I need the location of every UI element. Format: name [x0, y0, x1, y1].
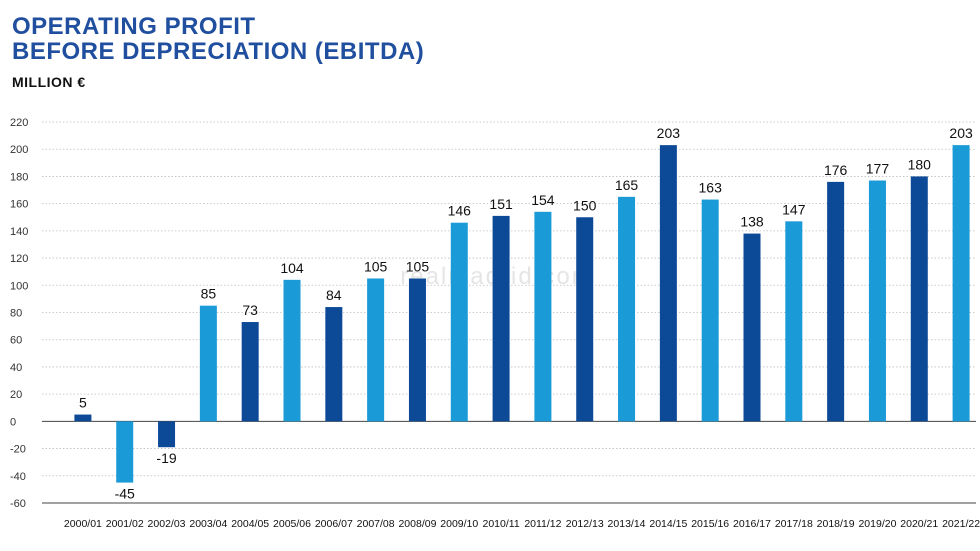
y-tick-label: 100 — [10, 280, 28, 292]
y-tick-label: 140 — [10, 226, 28, 238]
bar-value-label: 5 — [79, 395, 87, 411]
y-tick-label: 40 — [10, 362, 22, 374]
bar-value-label: 138 — [740, 214, 764, 230]
x-tick-label: 2017/18 — [775, 518, 813, 530]
bar-2012-13 — [576, 217, 594, 422]
bar-value-label: 105 — [364, 258, 388, 274]
bar-2010-11 — [492, 215, 510, 422]
bar-value-label: 151 — [489, 196, 513, 212]
bar-2001-02 — [116, 421, 134, 483]
bar-2020-21 — [910, 176, 928, 422]
bar-2003-04 — [199, 305, 217, 422]
bar-2017-18 — [785, 221, 803, 422]
x-tick-label: 2014/15 — [649, 518, 687, 530]
x-tick-label: 2001/02 — [106, 518, 144, 530]
bar-2009-10 — [450, 222, 468, 422]
bar-value-label: 165 — [615, 177, 639, 193]
x-tick-label: 2013/14 — [608, 518, 646, 530]
bar-value-label: 176 — [824, 162, 848, 178]
y-tick-label: -60 — [10, 498, 26, 510]
y-tick-label: 0 — [10, 416, 16, 428]
x-tick-label: 2000/01 — [64, 518, 102, 530]
bar-2006-07 — [325, 307, 343, 422]
x-tick-label: 2005/06 — [273, 518, 311, 530]
y-tick-label: 200 — [10, 144, 28, 156]
y-tick-label: 220 — [10, 117, 28, 129]
bar-2000-01 — [74, 414, 92, 422]
y-tick-label: -20 — [10, 444, 26, 456]
y-tick-label: 120 — [10, 253, 28, 265]
x-tick-label: 2012/13 — [566, 518, 604, 530]
x-tick-label: 2016/17 — [733, 518, 771, 530]
y-tick-label: 20 — [10, 389, 22, 401]
x-tick-label: 2018/19 — [817, 518, 855, 530]
bar-2018-19 — [827, 181, 845, 422]
bar-value-label: 84 — [326, 287, 342, 303]
bar-value-label: 163 — [699, 180, 723, 196]
bar-2014-15 — [659, 145, 677, 422]
chart-title-line-1: OPERATING PROFIT — [12, 13, 256, 40]
bar-value-label: 203 — [657, 125, 681, 141]
bar-value-label: 146 — [448, 203, 472, 219]
bars — [74, 145, 970, 483]
bar-2007-08 — [367, 278, 385, 422]
bar-value-label: 154 — [531, 192, 555, 208]
x-tick-label: 2010/11 — [482, 518, 519, 530]
x-tick-label: 2021/22 — [942, 518, 980, 530]
bar-value-label: 85 — [201, 286, 217, 302]
x-axis-ticks: 2000/01 2001/02 2002/03 2003/04 2004/05 2005/… — [64, 518, 980, 530]
bar-value-label: -45 — [115, 486, 135, 502]
bar-2004-05 — [241, 322, 259, 422]
x-tick-label: 2006/07 — [315, 518, 353, 530]
bar-2013-14 — [618, 196, 636, 422]
x-tick-label: 2015/16 — [691, 518, 729, 530]
bar-2015-16 — [701, 199, 719, 422]
x-tick-label: 2004/05 — [231, 518, 269, 530]
y-tick-label: 180 — [10, 171, 28, 183]
y-axis-unit-label: MILLION € — [12, 74, 86, 90]
x-tick-label: 2009/10 — [440, 518, 478, 530]
bar-2021-22 — [952, 145, 970, 422]
x-tick-label: 2019/20 — [858, 518, 896, 530]
chart-title-line-2: BEFORE DEPRECIATION (EBITDA) — [12, 38, 425, 65]
bar-value-label: 73 — [242, 302, 258, 318]
bar-value-label: 203 — [949, 125, 973, 141]
bar-2011-12 — [534, 211, 552, 422]
bar-value-label: 177 — [866, 161, 890, 177]
bar-2008-09 — [408, 278, 426, 422]
bar-2005-06 — [283, 279, 301, 422]
bar-value-label: 104 — [280, 260, 304, 276]
x-tick-label: 2002/03 — [148, 518, 186, 530]
chart-title: OPERATING PROFIT BEFORE DEPRECIATION (EB… — [12, 14, 424, 64]
bar-value-label: 147 — [782, 201, 806, 217]
y-tick-label: 60 — [10, 335, 22, 347]
bar-value-label: 150 — [573, 197, 597, 213]
x-tick-label: 2008/09 — [398, 518, 436, 530]
bar-value-label: 105 — [406, 258, 430, 274]
bar-value-label: 180 — [908, 156, 932, 172]
x-tick-label: 2003/04 — [189, 518, 227, 530]
bar-2002-03 — [158, 421, 176, 448]
bar-value-label: -19 — [156, 450, 176, 466]
value-labels: 5 -45 -19 85 73 104 84 105 105 146 151 154 150 165 203… — [79, 125, 973, 501]
y-tick-label: 160 — [10, 199, 28, 211]
bar-2019-20 — [868, 180, 886, 422]
x-tick-label: 2020/21 — [900, 518, 938, 530]
bar-2016-17 — [743, 233, 761, 422]
x-tick-label: 2007/08 — [357, 518, 395, 530]
x-tick-label: 2011/12 — [524, 518, 561, 530]
y-tick-label: 80 — [10, 308, 22, 320]
y-tick-label: -40 — [10, 471, 26, 483]
